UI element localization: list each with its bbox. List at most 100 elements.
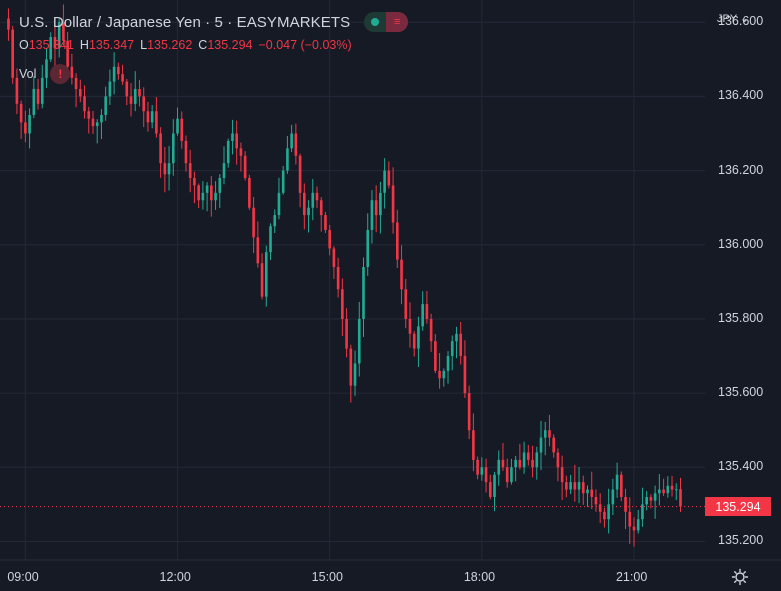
candle-down bbox=[434, 341, 437, 371]
candle-down bbox=[142, 96, 146, 112]
candle-down bbox=[598, 504, 602, 512]
delay-flag-icon: ≡ bbox=[386, 12, 409, 32]
candle-down bbox=[159, 133, 162, 164]
exclamation-icon[interactable]: ! bbox=[50, 64, 71, 84]
candle-up bbox=[577, 482, 581, 490]
market-status[interactable]: ≡ bbox=[364, 12, 409, 32]
candle-down bbox=[679, 489, 682, 507]
candle-down bbox=[74, 77, 78, 90]
candle-down bbox=[624, 496, 627, 512]
candle-down bbox=[336, 267, 340, 290]
candle-down bbox=[345, 318, 348, 349]
candle-up bbox=[176, 118, 179, 134]
candle-up bbox=[45, 59, 48, 78]
candle-down bbox=[518, 459, 522, 468]
candle-up bbox=[493, 474, 496, 497]
market-open-dot-icon bbox=[364, 12, 387, 32]
time-tick-label: 18:00 bbox=[463, 570, 496, 584]
candle-down bbox=[531, 459, 534, 468]
candle-down bbox=[78, 89, 82, 97]
volume-legend[interactable]: Vol ! bbox=[19, 64, 71, 84]
candle-up bbox=[32, 89, 36, 115]
candle-down bbox=[210, 185, 213, 201]
candle-down bbox=[252, 207, 255, 238]
candle-up bbox=[455, 333, 458, 342]
candle-up bbox=[641, 504, 644, 520]
candle-down bbox=[565, 482, 568, 490]
candle-up bbox=[383, 170, 386, 193]
candle-down bbox=[197, 185, 200, 201]
candle-down bbox=[138, 89, 141, 97]
candle-up bbox=[666, 485, 670, 494]
candle-down bbox=[125, 81, 129, 97]
candle-up bbox=[379, 192, 382, 216]
candle-down bbox=[341, 289, 344, 319]
candle-down bbox=[239, 148, 243, 156]
candle-down bbox=[146, 111, 150, 123]
candle-down bbox=[662, 489, 665, 494]
candle-down bbox=[248, 178, 251, 208]
candle-down bbox=[425, 304, 429, 319]
candle-down bbox=[349, 348, 353, 386]
candle-down bbox=[472, 430, 475, 460]
candle-down bbox=[328, 229, 331, 249]
candle-down bbox=[620, 474, 623, 497]
candle-up bbox=[535, 452, 539, 468]
candle-up bbox=[49, 37, 53, 60]
candle-up bbox=[370, 200, 374, 230]
candle-down bbox=[324, 215, 327, 230]
candle-up bbox=[95, 122, 99, 127]
candle-down bbox=[501, 459, 505, 468]
time-tick-label: 15:00 bbox=[311, 570, 343, 584]
chart-grid bbox=[0, 0, 781, 561]
candle-up bbox=[100, 114, 103, 123]
candle-down bbox=[670, 485, 674, 490]
candle-up bbox=[286, 148, 289, 171]
candle-up bbox=[290, 133, 293, 149]
candle-down bbox=[62, 22, 65, 41]
candle-down bbox=[15, 77, 19, 104]
candle-up bbox=[514, 459, 517, 468]
high-value: 135.347 bbox=[88, 38, 135, 52]
currency-selector[interactable]: JPY ⌄ bbox=[717, 13, 750, 25]
low-label: L bbox=[140, 38, 148, 52]
candle-down bbox=[117, 66, 120, 75]
candle-up bbox=[277, 192, 281, 216]
price-tick-label: 136.600 bbox=[718, 14, 764, 29]
candle-up bbox=[450, 341, 454, 357]
candle-down bbox=[332, 248, 336, 268]
symbol-title[interactable]: U.S. Dollar / Japanese Yen · 5 · EASYMAR… bbox=[19, 13, 351, 31]
candle-down bbox=[303, 192, 306, 216]
open-value: 135.341 bbox=[28, 38, 74, 52]
candle-down bbox=[256, 237, 260, 264]
candle-down bbox=[412, 333, 416, 349]
candle-down bbox=[603, 511, 606, 520]
candle-up bbox=[281, 170, 285, 193]
candle-down bbox=[552, 437, 555, 453]
candle-up bbox=[357, 318, 361, 364]
candle-up bbox=[133, 89, 137, 104]
candle-down bbox=[632, 526, 636, 531]
candle-up bbox=[636, 519, 640, 531]
candle-down bbox=[188, 163, 192, 179]
candle-up bbox=[611, 489, 615, 505]
candle-down bbox=[649, 496, 653, 501]
candle-up bbox=[353, 363, 357, 386]
candle-down bbox=[24, 122, 27, 134]
candle-up bbox=[362, 267, 365, 319]
candle-up bbox=[273, 215, 277, 227]
gear-icon[interactable] bbox=[731, 568, 749, 591]
change-value: −0.047 (−0.03%) bbox=[258, 38, 352, 52]
candle-down bbox=[163, 163, 167, 175]
time-tick-label: 21:00 bbox=[615, 570, 648, 584]
candle-up bbox=[586, 489, 589, 494]
candle-up bbox=[539, 437, 543, 453]
open-label: O bbox=[19, 38, 29, 52]
candle-down bbox=[235, 133, 239, 149]
candle-up bbox=[201, 192, 205, 201]
candle-up bbox=[171, 133, 175, 164]
candle-up bbox=[653, 493, 657, 501]
close-value: 135.294 bbox=[207, 38, 253, 52]
candle-up bbox=[150, 111, 154, 123]
